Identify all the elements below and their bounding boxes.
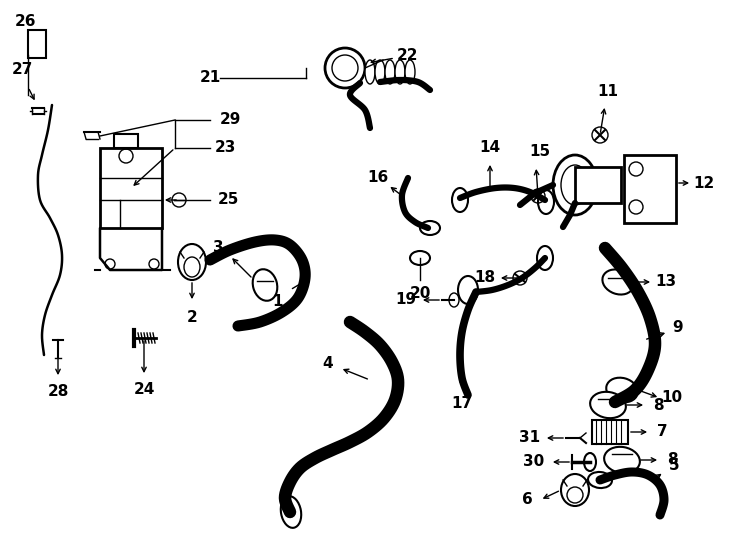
Bar (624, 155, 676, 223)
Ellipse shape (588, 472, 612, 488)
Ellipse shape (385, 60, 395, 84)
Ellipse shape (410, 251, 430, 265)
Ellipse shape (606, 377, 638, 402)
Ellipse shape (281, 496, 301, 528)
Text: 12: 12 (694, 176, 715, 191)
Ellipse shape (458, 276, 478, 304)
Ellipse shape (561, 474, 589, 506)
Ellipse shape (452, 188, 468, 212)
Bar (592, 420, 628, 444)
Text: 11: 11 (597, 84, 619, 98)
Ellipse shape (178, 244, 206, 280)
Text: 1: 1 (273, 294, 283, 309)
Ellipse shape (252, 269, 277, 301)
Ellipse shape (420, 221, 440, 235)
Bar (28, 30, 46, 58)
Text: 23: 23 (214, 140, 236, 156)
Text: 25: 25 (217, 192, 239, 207)
Ellipse shape (538, 190, 554, 214)
Text: 8: 8 (653, 397, 664, 413)
Ellipse shape (375, 60, 385, 84)
Text: 21: 21 (200, 71, 221, 85)
Text: 9: 9 (672, 321, 683, 335)
Ellipse shape (603, 269, 633, 294)
Ellipse shape (567, 487, 583, 503)
Text: 14: 14 (479, 140, 501, 156)
Ellipse shape (537, 246, 553, 270)
Ellipse shape (584, 453, 596, 471)
Bar (575, 167, 621, 203)
Ellipse shape (561, 165, 589, 205)
Text: 7: 7 (657, 424, 667, 440)
Ellipse shape (395, 60, 405, 84)
Text: 8: 8 (666, 453, 677, 468)
Bar (100, 148, 162, 228)
Text: 4: 4 (323, 356, 333, 372)
Ellipse shape (405, 60, 415, 84)
Text: 19: 19 (396, 293, 417, 307)
Text: 22: 22 (396, 49, 418, 64)
Text: 2: 2 (186, 309, 197, 325)
Ellipse shape (365, 60, 375, 84)
Text: 24: 24 (134, 382, 155, 397)
Text: 30: 30 (523, 455, 545, 469)
Ellipse shape (184, 257, 200, 277)
Text: 18: 18 (474, 271, 495, 286)
Text: 27: 27 (11, 63, 33, 78)
Text: 20: 20 (410, 286, 431, 300)
Text: 5: 5 (669, 457, 679, 472)
Text: 31: 31 (520, 430, 540, 445)
Ellipse shape (604, 447, 640, 473)
Text: 6: 6 (522, 492, 532, 508)
Bar (114, 134, 138, 148)
Ellipse shape (553, 155, 597, 215)
Text: 29: 29 (219, 112, 241, 127)
Text: 17: 17 (451, 396, 473, 411)
Text: 3: 3 (213, 240, 223, 255)
Ellipse shape (449, 293, 459, 307)
Ellipse shape (590, 392, 626, 418)
Text: 26: 26 (14, 15, 36, 30)
Text: 10: 10 (661, 390, 683, 406)
Text: 16: 16 (368, 171, 388, 186)
Text: 13: 13 (655, 274, 677, 289)
Text: 15: 15 (529, 145, 550, 159)
Text: 28: 28 (47, 384, 69, 400)
